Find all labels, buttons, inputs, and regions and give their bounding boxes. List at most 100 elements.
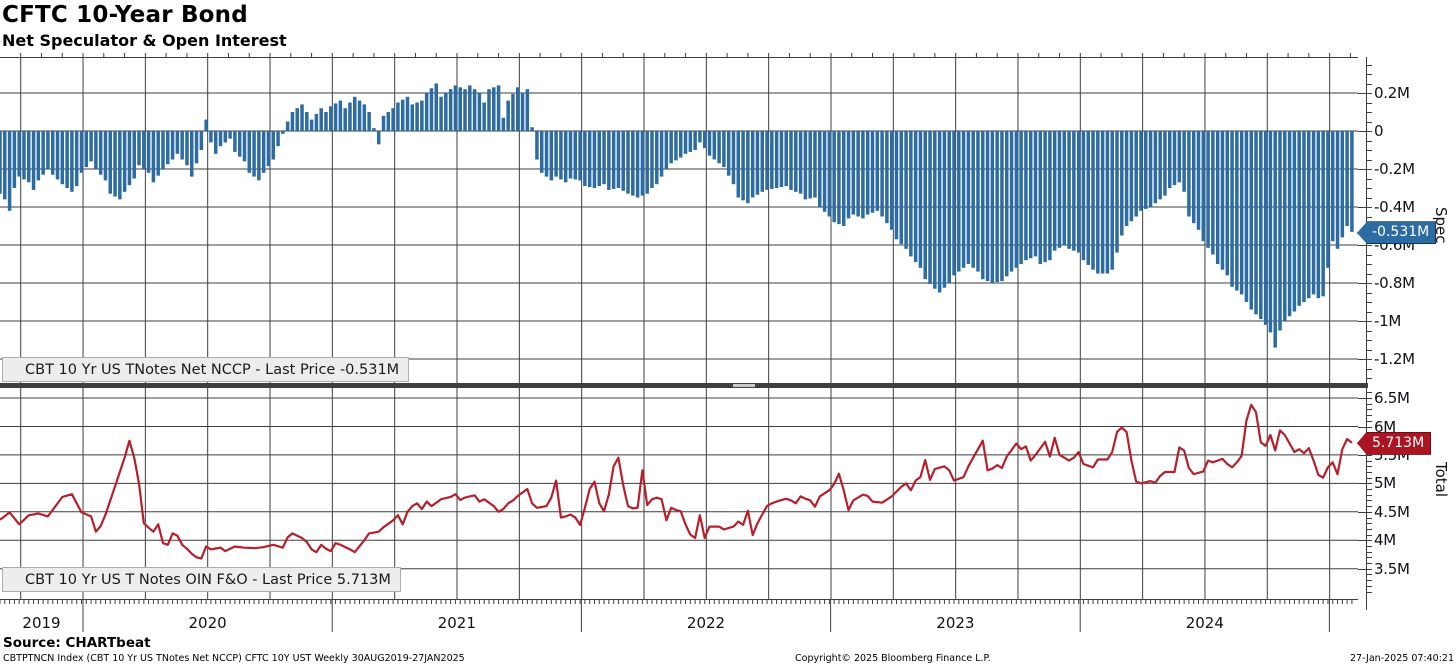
total-last-price-badge[interactable]: 5.713M [1357, 431, 1432, 455]
y-minor-tick [1366, 273, 1372, 275]
y-major-tick [1358, 483, 1372, 485]
y-tick-label: 4.5M [1374, 502, 1410, 521]
y-minor-tick [1366, 403, 1372, 405]
y-minor-tick [1366, 178, 1372, 180]
y-minor-tick [1366, 563, 1372, 564]
y-major-tick [1358, 245, 1372, 246]
y-minor-tick [1366, 460, 1372, 462]
y-minor-tick [1366, 523, 1372, 525]
y-minor-tick [1366, 409, 1372, 411]
spec-panel-plot[interactable]: CBT 10 Yr US TNotes Net NCCP - Last Pric… [0, 57, 1358, 383]
y-minor-tick [1366, 551, 1372, 553]
y-minor-tick [1366, 340, 1372, 341]
y-minor-tick [1366, 64, 1372, 66]
y-minor-tick [1366, 83, 1372, 85]
x-year-label: 2021 [437, 614, 476, 632]
y-minor-tick [1366, 517, 1372, 519]
y-minor-tick [1366, 74, 1372, 75]
y-minor-tick [1366, 102, 1372, 104]
x-year-label: 2024 [1185, 614, 1224, 632]
y-minor-tick [1366, 188, 1372, 189]
y-minor-tick [1366, 368, 1372, 370]
y-tick-label: 5M [1374, 474, 1396, 493]
x-year-label: 2019 [22, 614, 61, 632]
copyright: Copyright© 2025 Bloomberg Finance L.P. [795, 653, 991, 664]
right-axis-line [1366, 57, 1367, 610]
y-minor-tick [1366, 557, 1372, 559]
y-tick-label: -1M [1374, 312, 1401, 330]
total-axis-title: Total [1432, 462, 1450, 498]
y-minor-tick [1366, 494, 1372, 496]
timestamp: 27-Jan-2025 07:40:21 [1350, 653, 1454, 664]
y-minor-tick [1366, 392, 1372, 394]
y-minor-tick [1366, 292, 1372, 294]
y-minor-tick [1366, 534, 1372, 536]
x-year-label: 2020 [188, 614, 227, 632]
y-major-tick [1358, 454, 1372, 456]
total-panel-plot[interactable]: CBT 10 Yr US T Notes OIN F&O - Last Pric… [0, 388, 1358, 634]
red-square-icon [8, 574, 19, 585]
blue-square-icon [8, 364, 19, 375]
y-major-tick [1358, 511, 1372, 513]
y-minor-tick [1366, 489, 1372, 490]
spec-legend[interactable]: CBT 10 Yr US TNotes Net NCCP - Last Pric… [2, 357, 410, 382]
x-year-label: 2022 [686, 614, 726, 632]
chart-subtitle: Net Speculator & Open Interest [2, 31, 287, 50]
y-minor-tick [1366, 349, 1372, 351]
y-major-tick [1358, 426, 1372, 428]
y-minor-tick [1366, 415, 1372, 417]
y-minor-tick [1366, 112, 1372, 113]
y-major-tick [1358, 169, 1372, 170]
y-minor-tick [1366, 545, 1372, 547]
y-minor-tick [1366, 159, 1372, 161]
y-major-tick [1358, 93, 1372, 94]
y-minor-tick [1366, 197, 1372, 199]
y-minor-tick [1366, 254, 1372, 256]
spec-last-price-badge[interactable]: -0.531M [1357, 221, 1437, 245]
y-minor-tick [1366, 591, 1372, 593]
total-line-chart [0, 388, 1358, 632]
y-minor-tick [1366, 580, 1372, 582]
spec-bar-chart [0, 57, 1358, 383]
y-major-tick [1358, 359, 1372, 360]
y-minor-tick [1366, 477, 1372, 479]
y-major-tick [1358, 398, 1372, 399]
total-legend-label: CBT 10 Yr US T Notes OIN F&O - Last Pric… [25, 571, 391, 588]
y-tick-label: 6.5M [1374, 389, 1410, 407]
y-minor-tick [1366, 420, 1372, 422]
page-title: CFTC 10-Year Bond [2, 2, 248, 28]
index-info: CBTPTNCN Index (CBT 10 Yr US TNotes Net … [3, 653, 465, 664]
y-major-tick [1358, 321, 1372, 322]
y-minor-tick [1366, 150, 1372, 151]
y-major-tick [1358, 568, 1372, 570]
source-label: Source: CHARTbeat [3, 635, 151, 651]
y-tick-label: -0.8M [1374, 274, 1415, 292]
divider-grip-icon [733, 384, 755, 387]
y-minor-tick [1366, 330, 1372, 332]
y-minor-tick [1366, 378, 1372, 379]
y-tick-label: 3.5M [1374, 559, 1410, 578]
y-tick-label: -0.2M [1374, 160, 1415, 178]
y-tick-label: -1.2M [1374, 350, 1415, 368]
y-minor-tick [1366, 302, 1372, 303]
spec-legend-label: CBT 10 Yr US TNotes Net NCCP - Last Pric… [25, 361, 400, 378]
y-minor-tick [1366, 121, 1372, 123]
y-tick-label: -0.4M [1374, 198, 1415, 216]
y-minor-tick [1366, 506, 1372, 508]
y-minor-tick [1366, 140, 1372, 142]
y-major-tick [1358, 540, 1372, 542]
total-legend[interactable]: CBT 10 Yr US T Notes OIN F&O - Last Pric… [2, 567, 401, 592]
y-tick-label: 6M [1374, 417, 1396, 436]
y-tick-label: 4M [1374, 531, 1396, 550]
x-year-label: 2023 [936, 614, 975, 632]
y-minor-tick [1366, 311, 1372, 313]
spec-axis-title: Spec [1432, 207, 1450, 244]
y-minor-tick [1366, 574, 1372, 576]
y-major-tick [1358, 131, 1372, 132]
top-axis-ticks [20, 53, 1351, 57]
y-major-tick [1358, 207, 1372, 208]
y-tick-label: 0.2M [1374, 84, 1410, 102]
panel-divider[interactable] [0, 383, 1368, 388]
y-minor-tick [1366, 585, 1372, 587]
